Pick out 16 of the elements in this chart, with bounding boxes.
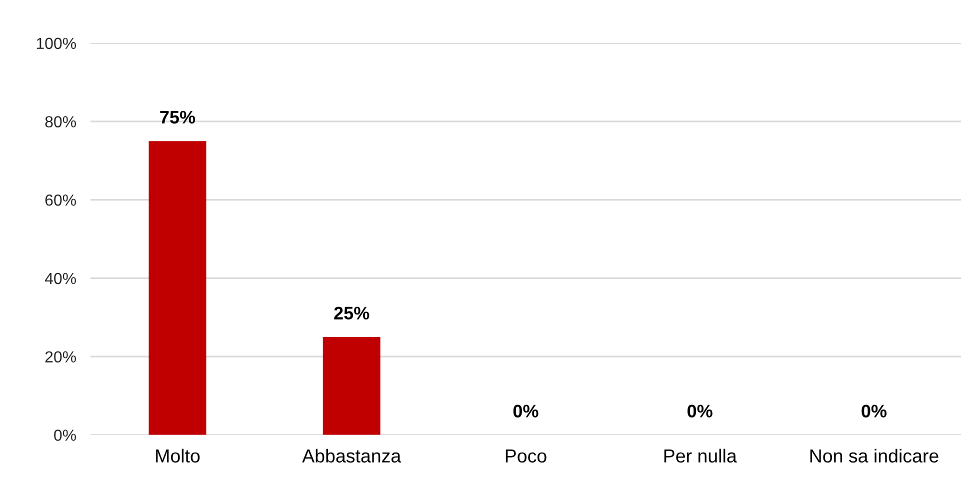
data-label: 0% — [862, 404, 887, 418]
y-tick-label: 100% — [36, 38, 76, 50]
x-tick-label: Abbastanza — [302, 448, 402, 463]
x-tick-label: Molto — [156, 448, 200, 463]
data-label: 25% — [334, 306, 370, 320]
y-tick-label: 20% — [45, 351, 76, 363]
x-tick-label: Per nulla — [664, 448, 737, 463]
y-tick-label: 40% — [44, 272, 76, 284]
y-tick-label: 80% — [45, 116, 76, 128]
y-tick-label: 60% — [45, 194, 76, 206]
x-tick-label: Poco — [506, 450, 546, 463]
data-label: 0% — [688, 404, 712, 418]
data-label: 0% — [513, 404, 538, 418]
y-tick-label: 0% — [54, 430, 76, 441]
x-tick-label: Non sa indicare — [810, 448, 938, 463]
data-label: 75% — [160, 110, 196, 124]
